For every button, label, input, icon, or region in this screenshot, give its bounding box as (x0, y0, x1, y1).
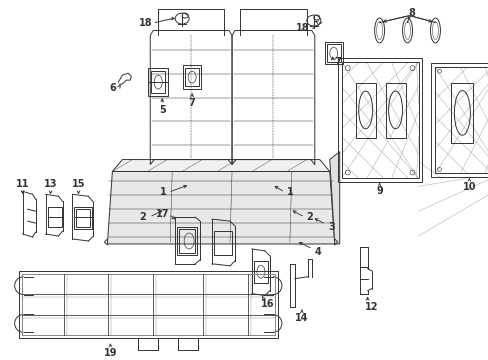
Text: 10: 10 (462, 183, 475, 192)
Text: 19: 19 (103, 348, 117, 358)
Bar (337, 58, 422, 183)
Text: 11: 11 (16, 179, 29, 189)
Bar (450, 83, 472, 143)
Text: 5: 5 (159, 105, 165, 115)
Bar (151, 71, 165, 93)
Bar (148, 68, 168, 96)
Bar (47, 207, 61, 227)
Bar (385, 83, 405, 138)
Text: 13: 13 (44, 179, 57, 189)
Bar (177, 227, 197, 255)
Bar (183, 65, 201, 89)
Bar (253, 261, 267, 283)
Bar (185, 68, 199, 86)
Polygon shape (107, 171, 334, 244)
Bar (326, 44, 340, 62)
Text: 8: 8 (407, 8, 414, 18)
Text: 1: 1 (286, 187, 293, 197)
Text: 3: 3 (328, 222, 334, 232)
Text: 9: 9 (375, 186, 382, 196)
Polygon shape (329, 152, 339, 244)
Bar (76, 209, 90, 227)
Text: 2: 2 (306, 212, 312, 222)
Text: 12: 12 (364, 302, 378, 311)
Bar (430, 63, 488, 177)
Bar (355, 83, 375, 138)
Text: 18: 18 (295, 23, 309, 33)
Bar (179, 229, 195, 253)
Bar (214, 231, 232, 255)
Text: 1: 1 (160, 187, 166, 197)
Bar (74, 207, 92, 229)
Bar (435, 67, 488, 174)
Text: 6: 6 (109, 83, 116, 93)
Text: 18: 18 (138, 18, 152, 27)
Text: 7: 7 (334, 57, 341, 67)
Bar (19, 271, 277, 338)
Text: 17: 17 (155, 209, 169, 219)
Text: 4: 4 (314, 247, 321, 257)
Bar (21, 274, 274, 335)
Text: 2: 2 (139, 212, 145, 222)
Text: 7: 7 (188, 98, 195, 108)
Polygon shape (112, 159, 329, 171)
Text: 16: 16 (261, 298, 274, 309)
Bar (341, 62, 418, 179)
Text: 15: 15 (72, 179, 85, 189)
Bar (324, 42, 342, 64)
Text: 14: 14 (294, 314, 308, 323)
